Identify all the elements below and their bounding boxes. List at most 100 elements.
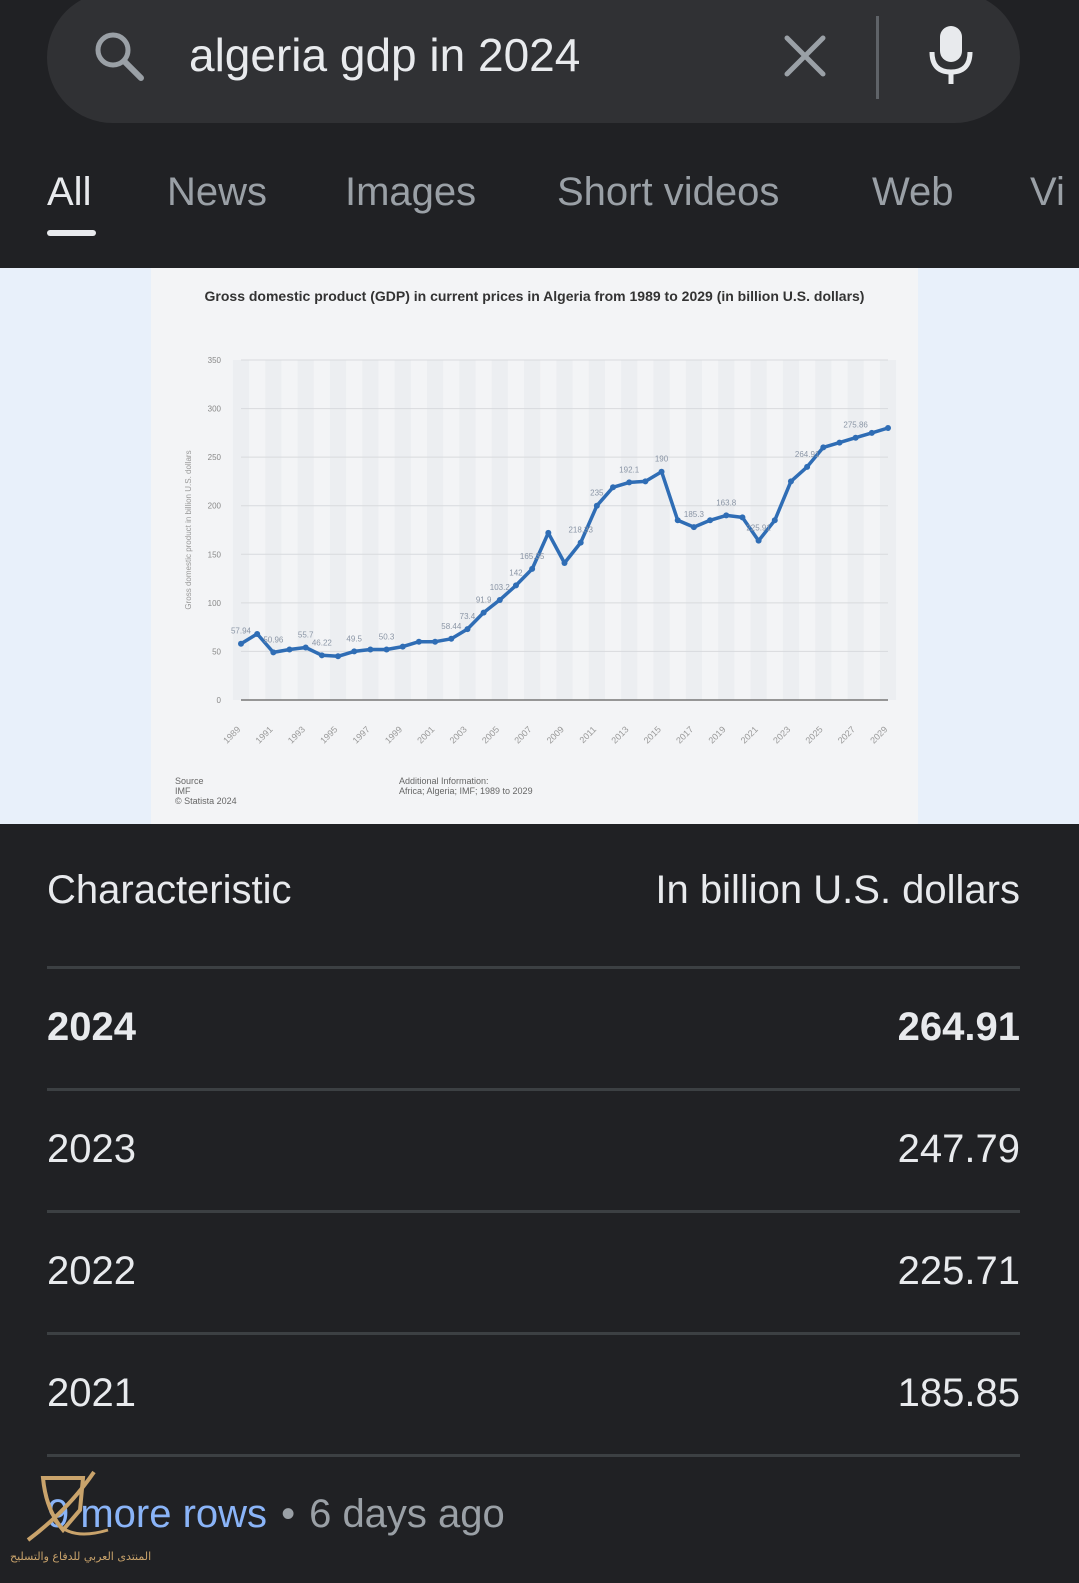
source-label: Source: [175, 776, 204, 786]
x-tick-label: 1995: [318, 724, 339, 745]
x-tick-label: 2027: [836, 724, 857, 745]
data-label: 50.3: [379, 632, 395, 641]
close-icon[interactable]: [781, 32, 829, 80]
more-rows-link[interactable]: 9 more rows: [47, 1492, 268, 1536]
x-tick-label: 2001: [415, 724, 436, 745]
data-label: 91.9: [476, 596, 492, 605]
search-tabs: All News Images Short videos Web Vi: [0, 140, 1079, 268]
row-value: 247.79: [897, 1127, 1020, 1171]
plot-stripe: [718, 360, 735, 700]
plot-stripe: [556, 360, 573, 700]
row-year: 2024: [47, 1005, 136, 1049]
data-point: [658, 468, 665, 475]
data-label: 225.91: [746, 524, 771, 533]
data-label: 185.3: [684, 510, 705, 519]
data-point: [496, 596, 503, 603]
column-header-characteristic: Characteristic: [47, 868, 292, 912]
data-point: [593, 502, 600, 509]
plot-stripe: [427, 360, 444, 700]
table-row: 2023 247.79: [47, 1127, 1020, 1187]
tab-news[interactable]: News: [167, 170, 268, 214]
chart-additional-info: Additional Information: Africa; Algeria;…: [399, 776, 533, 796]
table-row: 2022 225.71: [47, 1249, 1020, 1309]
data-point: [318, 652, 325, 659]
data-point: [820, 444, 827, 451]
x-tick-label: 1989: [221, 724, 242, 745]
data-label: 58.44: [441, 622, 462, 631]
data-point: [351, 648, 358, 655]
tab-web[interactable]: Web: [872, 170, 954, 214]
x-tick-label: 2009: [545, 724, 566, 745]
search-icon: [95, 32, 144, 81]
x-tick-label: 1993: [286, 724, 307, 745]
plot-stripe: [232, 360, 250, 700]
data-label: 49.5: [346, 634, 362, 643]
chart-image[interactable]: 0 50 100 150 200 250 300 350 Gross domestic prod…: [151, 268, 918, 824]
plot-stripe: [653, 360, 670, 700]
table-row: 2024 264.91: [47, 1005, 1020, 1065]
x-tick-label: 1991: [254, 724, 275, 745]
data-label: 165.35: [520, 552, 545, 561]
data-point: [642, 478, 649, 485]
x-tick-label: 2007: [512, 724, 533, 745]
data-point: [885, 425, 891, 431]
divider: [47, 1088, 1020, 1091]
tab-images[interactable]: Images: [345, 170, 477, 214]
data-point: [480, 609, 487, 616]
data-label: 163.8: [716, 498, 737, 507]
column-header-value: In billion U.S. dollars: [655, 868, 1020, 912]
plot-stripe: [265, 360, 282, 700]
data-point: [302, 644, 309, 651]
divider: [47, 1332, 1020, 1335]
chart-source: Source IMF © Statista 2024: [175, 776, 237, 806]
data-point: [286, 646, 293, 653]
data-point: [707, 517, 714, 524]
data-point: [804, 463, 811, 470]
table-header: Characteristic In billion U.S. dollars: [47, 868, 1020, 922]
tab-all[interactable]: All: [47, 170, 92, 214]
y-tick-label: 250: [208, 453, 222, 462]
x-tick-label: 2019: [706, 724, 727, 745]
search-bar[interactable]: algeria gdp in 2024: [47, 0, 1020, 123]
search-input[interactable]: algeria gdp in 2024: [189, 29, 581, 81]
data-point: [739, 514, 746, 521]
table-row: 2021 185.85: [47, 1371, 1020, 1431]
divider: [47, 966, 1020, 969]
microphone-icon[interactable]: [927, 24, 975, 86]
data-label: 218.33: [568, 526, 593, 535]
data-label: 55.7: [298, 631, 314, 640]
table-footer: 9 more rows • 6 days ago: [47, 1492, 505, 1537]
data-point: [690, 524, 697, 531]
y-tick-label: 200: [208, 502, 222, 511]
search-divider: [876, 16, 879, 99]
y-tick-label: 150: [208, 550, 222, 559]
plot-stripe: [847, 360, 864, 700]
data-point: [561, 560, 568, 567]
data-point: [626, 479, 633, 486]
data-point: [448, 635, 455, 642]
x-tick-label: 2003: [448, 724, 469, 745]
row-year: 2021: [47, 1371, 136, 1415]
y-tick-label: 50: [212, 647, 221, 656]
source-line: © Statista 2024: [175, 796, 237, 806]
info-label: Additional Information:: [399, 776, 489, 786]
x-tick-label: 2015: [642, 724, 663, 745]
data-label: 142: [509, 568, 523, 577]
x-tick-label: 1997: [351, 724, 372, 745]
data-point: [399, 643, 406, 650]
plot-stripe: [750, 360, 767, 700]
plot-stripe: [879, 360, 897, 700]
tab-videos[interactable]: Vi: [1030, 170, 1065, 214]
data-label: 57.94: [231, 627, 252, 636]
tab-short-videos[interactable]: Short videos: [557, 170, 780, 214]
data-label: 73.4: [460, 612, 476, 621]
data-label: 103.2: [490, 583, 511, 592]
data-point: [577, 539, 584, 546]
active-tab-indicator: [47, 230, 96, 236]
data-point: [270, 649, 277, 656]
result-age: 6 days ago: [309, 1492, 505, 1536]
plot-stripe: [588, 360, 605, 700]
x-tick-label: 2021: [739, 724, 760, 745]
data-label: 46.22: [312, 638, 333, 647]
data-point: [771, 517, 778, 524]
